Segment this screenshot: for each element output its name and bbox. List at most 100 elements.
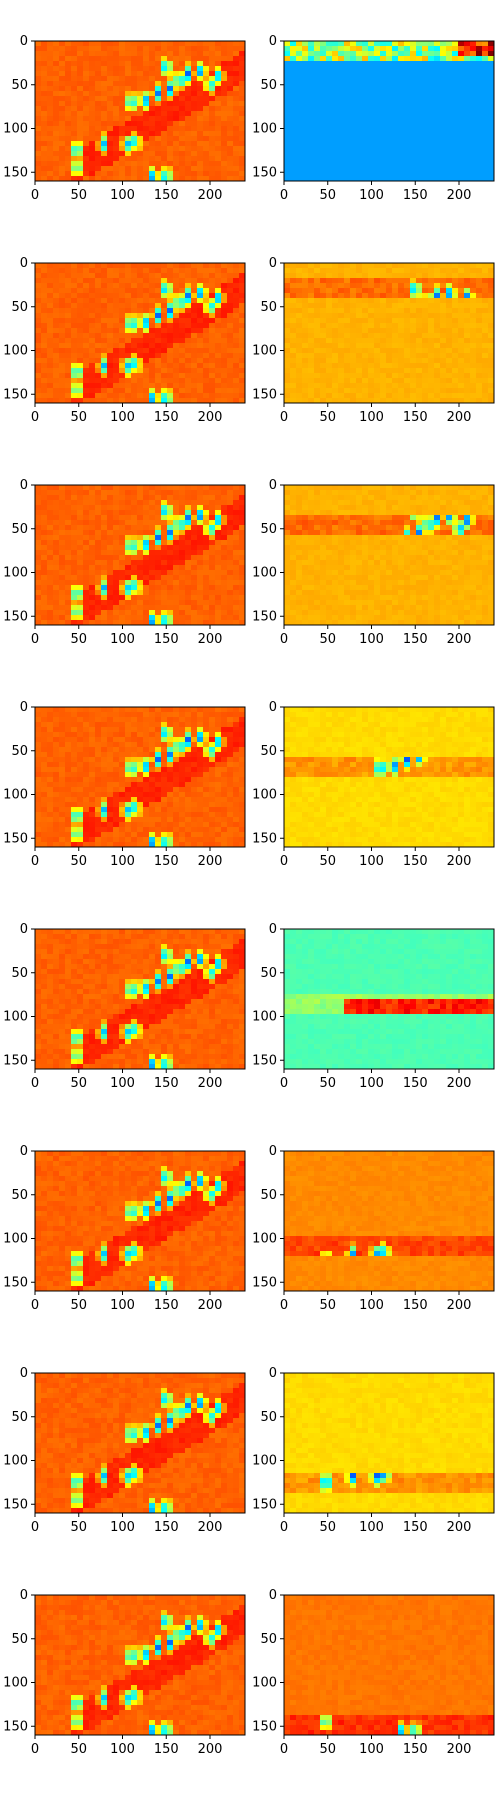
heatmap-cell [131,490,138,496]
heatmap-cell [314,393,321,399]
heatmap-cell [191,343,198,349]
heatmap-cell [464,76,471,82]
heatmap-cell [392,273,399,279]
heatmap-cell [464,151,471,157]
heatmap-cell [155,490,162,496]
x-tick-label: 200 [198,188,223,203]
heatmap-cell [227,131,234,137]
heatmap-cell [149,313,156,319]
heatmap-cell [386,393,393,399]
heatmap-cell [209,388,216,394]
y-tick-label: 50 [11,300,28,315]
heatmap-cell [35,353,42,359]
heatmap-cell [290,338,297,344]
heatmap-cell [65,545,72,551]
heatmap-cell [434,343,441,349]
heatmap-cell [155,56,162,62]
heatmap-cell [320,136,327,142]
heatmap-cell [65,560,72,566]
heatmap-cell [83,490,90,496]
heatmap-cell [53,323,60,329]
heatmap-cell [227,525,234,531]
heatmap-cell [227,368,234,374]
heatmap-cell [209,288,216,294]
heatmap-cell [47,166,54,172]
heatmap-cell [179,353,186,359]
heatmap-cell [35,61,42,67]
heatmap-cell [296,91,303,97]
heatmap-cell [464,383,471,389]
heatmap-cell [203,500,210,506]
heatmap-cell [227,510,234,516]
heatmap-cell [227,343,234,349]
heatmap-cell [59,393,66,399]
heatmap-cell [53,156,60,162]
heatmap-cell [77,540,84,546]
heatmap-cell [209,71,216,77]
heatmap-cell [209,575,216,581]
heatmap-cell [47,515,54,521]
heatmap-cell [155,343,162,349]
heatmap-cell [428,313,435,319]
heatmap-cell [374,166,381,172]
heatmap-cell [59,338,66,344]
heatmap-cell [404,378,411,384]
heatmap-cell [314,151,321,157]
heatmap-cell [113,303,120,309]
heatmap-cell [362,348,369,354]
heatmap-cell [356,126,363,132]
heatmap-cell [119,303,126,309]
heatmap-cell [119,41,126,47]
heatmap-cell [404,288,411,294]
heatmap-cell [155,46,162,52]
heatmap-cell [215,348,222,354]
heatmap-cell [308,263,315,269]
heatmap-cell [338,373,345,379]
heatmap-cell [356,303,363,309]
heatmap-cell [65,278,72,284]
heatmap-cell [434,308,441,314]
heatmap-cell [65,56,72,62]
heatmap-cell [476,348,483,354]
heatmap-cell [332,46,339,52]
heatmap-cell [488,101,495,107]
heatmap-cell [161,263,168,269]
heatmap-cell [59,358,66,364]
heatmap-cell [95,343,102,349]
heatmap-cell [350,56,357,62]
heatmap-cell [350,46,357,52]
heatmap-cell [221,283,228,289]
heatmap-cell [173,338,180,344]
heatmap-cell [446,66,453,72]
heatmap-cell [326,176,333,182]
heatmap-cell [47,620,54,626]
heatmap-cell [320,91,327,97]
heatmap-cell [179,378,186,384]
heatmap-cell [119,136,126,142]
heatmap-cell [77,156,84,162]
heatmap-cell [302,111,309,117]
heatmap-cell [215,171,222,177]
heatmap-cell [149,373,156,379]
heatmap-cell [77,56,84,62]
heatmap-cell [434,71,441,77]
heatmap-cell [392,348,399,354]
heatmap-cell [35,116,42,122]
heatmap-cell [446,101,453,107]
heatmap-cell [440,303,447,309]
heatmap-cell [191,56,198,62]
heatmap-cell [215,56,222,62]
heatmap-cell [227,530,234,536]
heatmap-cell [356,116,363,122]
heatmap-cell [71,368,78,374]
heatmap-cell [197,141,204,147]
heatmap-cell [308,76,315,82]
heatmap-cell [386,398,393,404]
heatmap-cell [227,111,234,117]
heatmap-cell [284,383,291,389]
heatmap-cell [155,303,162,309]
heatmap-cell [101,388,108,394]
heatmap-cell [107,176,114,182]
heatmap-cell [137,378,144,384]
heatmap-cell [368,101,375,107]
